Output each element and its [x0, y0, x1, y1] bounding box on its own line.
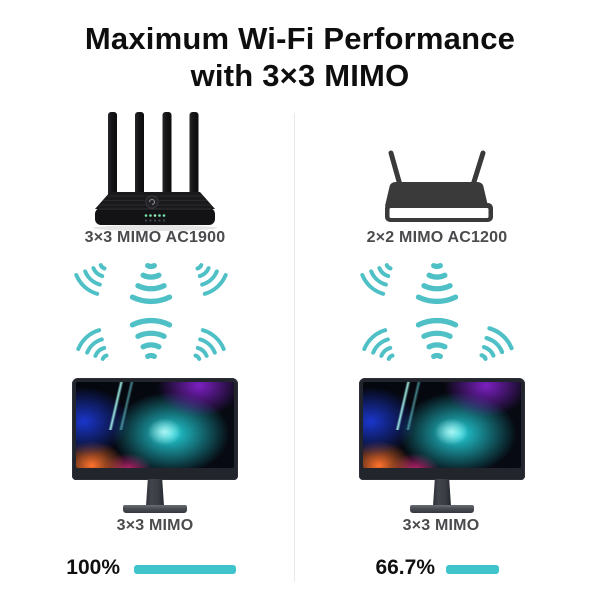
monitor-bezel — [72, 378, 238, 480]
left-percent-bar — [134, 565, 236, 574]
wifi-wave-icon — [129, 263, 173, 305]
title-line-1: Maximum Wi-Fi Performance — [84, 21, 516, 56]
wifi-wave-icon — [129, 317, 173, 359]
right-monitor-label: 3×3 MIMO — [402, 517, 480, 534]
antenna-left — [388, 150, 403, 188]
left-percent-value: 100% — [66, 556, 120, 579]
tplink-logo — [145, 195, 159, 209]
monitor-stand-base — [410, 505, 474, 513]
left-monitor-label: 3×3 MIMO — [116, 517, 194, 534]
wifi-wave-icon — [74, 263, 107, 296]
router-leds — [144, 214, 166, 222]
monitor-stand-neck — [146, 479, 164, 506]
router-ac1200-icon — [385, 150, 493, 222]
wifi-wave-icon-disabled — [479, 326, 514, 361]
wallpaper-streaks — [76, 382, 197, 431]
wallpaper-streaks — [363, 382, 484, 431]
wifi-wave-icon — [362, 328, 395, 361]
monitor-screen-wallpaper — [76, 382, 234, 468]
router-antennas — [108, 112, 199, 202]
wifi-wave-icon — [195, 263, 228, 296]
right-percent-bar — [446, 565, 499, 574]
monitor-bezel — [359, 378, 525, 480]
right-router-label: 2×2 MIMO AC1200 — [366, 229, 508, 246]
router-shadow — [93, 225, 217, 231]
wifi-wave-icon — [193, 328, 226, 361]
left-router-label: 3×3 MIMO AC1900 — [84, 229, 226, 246]
panel-divider — [294, 113, 295, 582]
router-front-slot — [389, 208, 489, 218]
router-ac1900-image — [93, 112, 217, 231]
antenna-right — [470, 150, 486, 188]
wifi-wave-icon — [360, 263, 393, 296]
imac-monitor-image — [359, 378, 525, 514]
monitor-stand-base — [123, 505, 187, 513]
right-percent-value: 66.7% — [375, 556, 435, 579]
monitor-screen-wallpaper — [363, 382, 521, 468]
monitor-stand-neck — [433, 479, 451, 506]
wifi-wave-icon — [76, 328, 109, 361]
router-body-top — [385, 182, 488, 206]
wifi-wave-icon — [415, 263, 459, 305]
imac-monitor-image — [72, 378, 238, 514]
wifi-wave-icon — [415, 317, 459, 359]
title-line-2: with 3×3 MIMO — [190, 58, 410, 93]
page-title: Maximum Wi-Fi Performance with 3×3 MIMO — [0, 20, 600, 94]
